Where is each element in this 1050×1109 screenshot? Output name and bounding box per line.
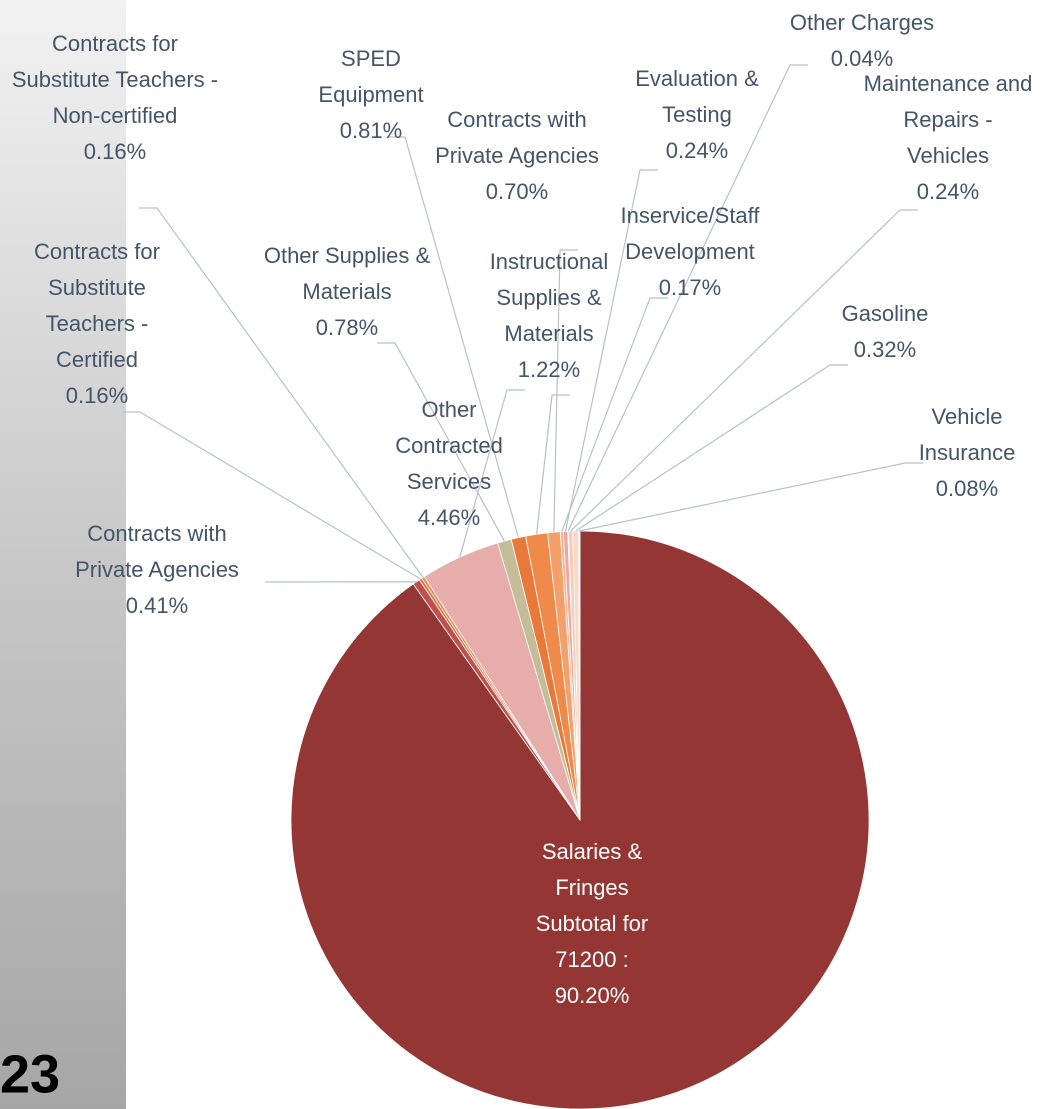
slice-value-label: 0.32% xyxy=(854,337,916,362)
slice-value-label: 0.16% xyxy=(66,383,128,408)
slice-label: Gasoline xyxy=(842,301,929,326)
slice-value-label: 4.46% xyxy=(418,505,480,530)
slice-value-label: 0.78% xyxy=(316,315,378,340)
slice-value-label: 0.16% xyxy=(84,139,146,164)
slice-label: Other Supplies &Materials xyxy=(264,243,431,304)
leader-line xyxy=(122,412,421,579)
leader-line xyxy=(537,395,570,534)
slice-value-label: 0.08% xyxy=(936,476,998,501)
slice-value-label: 0.41% xyxy=(126,593,188,618)
slice-label: Other Charges xyxy=(790,10,934,35)
background-photo xyxy=(0,0,126,1109)
slice-value-label: 1.22% xyxy=(518,357,580,382)
slice-value-label: 0.24% xyxy=(666,138,728,163)
slice-value-label: 0.17% xyxy=(659,275,721,300)
slice-value-label: 0.70% xyxy=(486,179,548,204)
page-number: 23 xyxy=(0,1044,60,1104)
chart: 23 Salaries &FringesSubtotal for71200 :9… xyxy=(0,0,1050,1109)
slice-value-label: 0.81% xyxy=(340,118,402,143)
leader-line xyxy=(576,365,848,531)
slice-label: Evaluation &Testing xyxy=(635,66,759,127)
slice-value-label: 90.20% xyxy=(555,983,630,1008)
slice-value-label: 0.24% xyxy=(917,179,979,204)
slice-value-label: 0.04% xyxy=(831,46,893,71)
